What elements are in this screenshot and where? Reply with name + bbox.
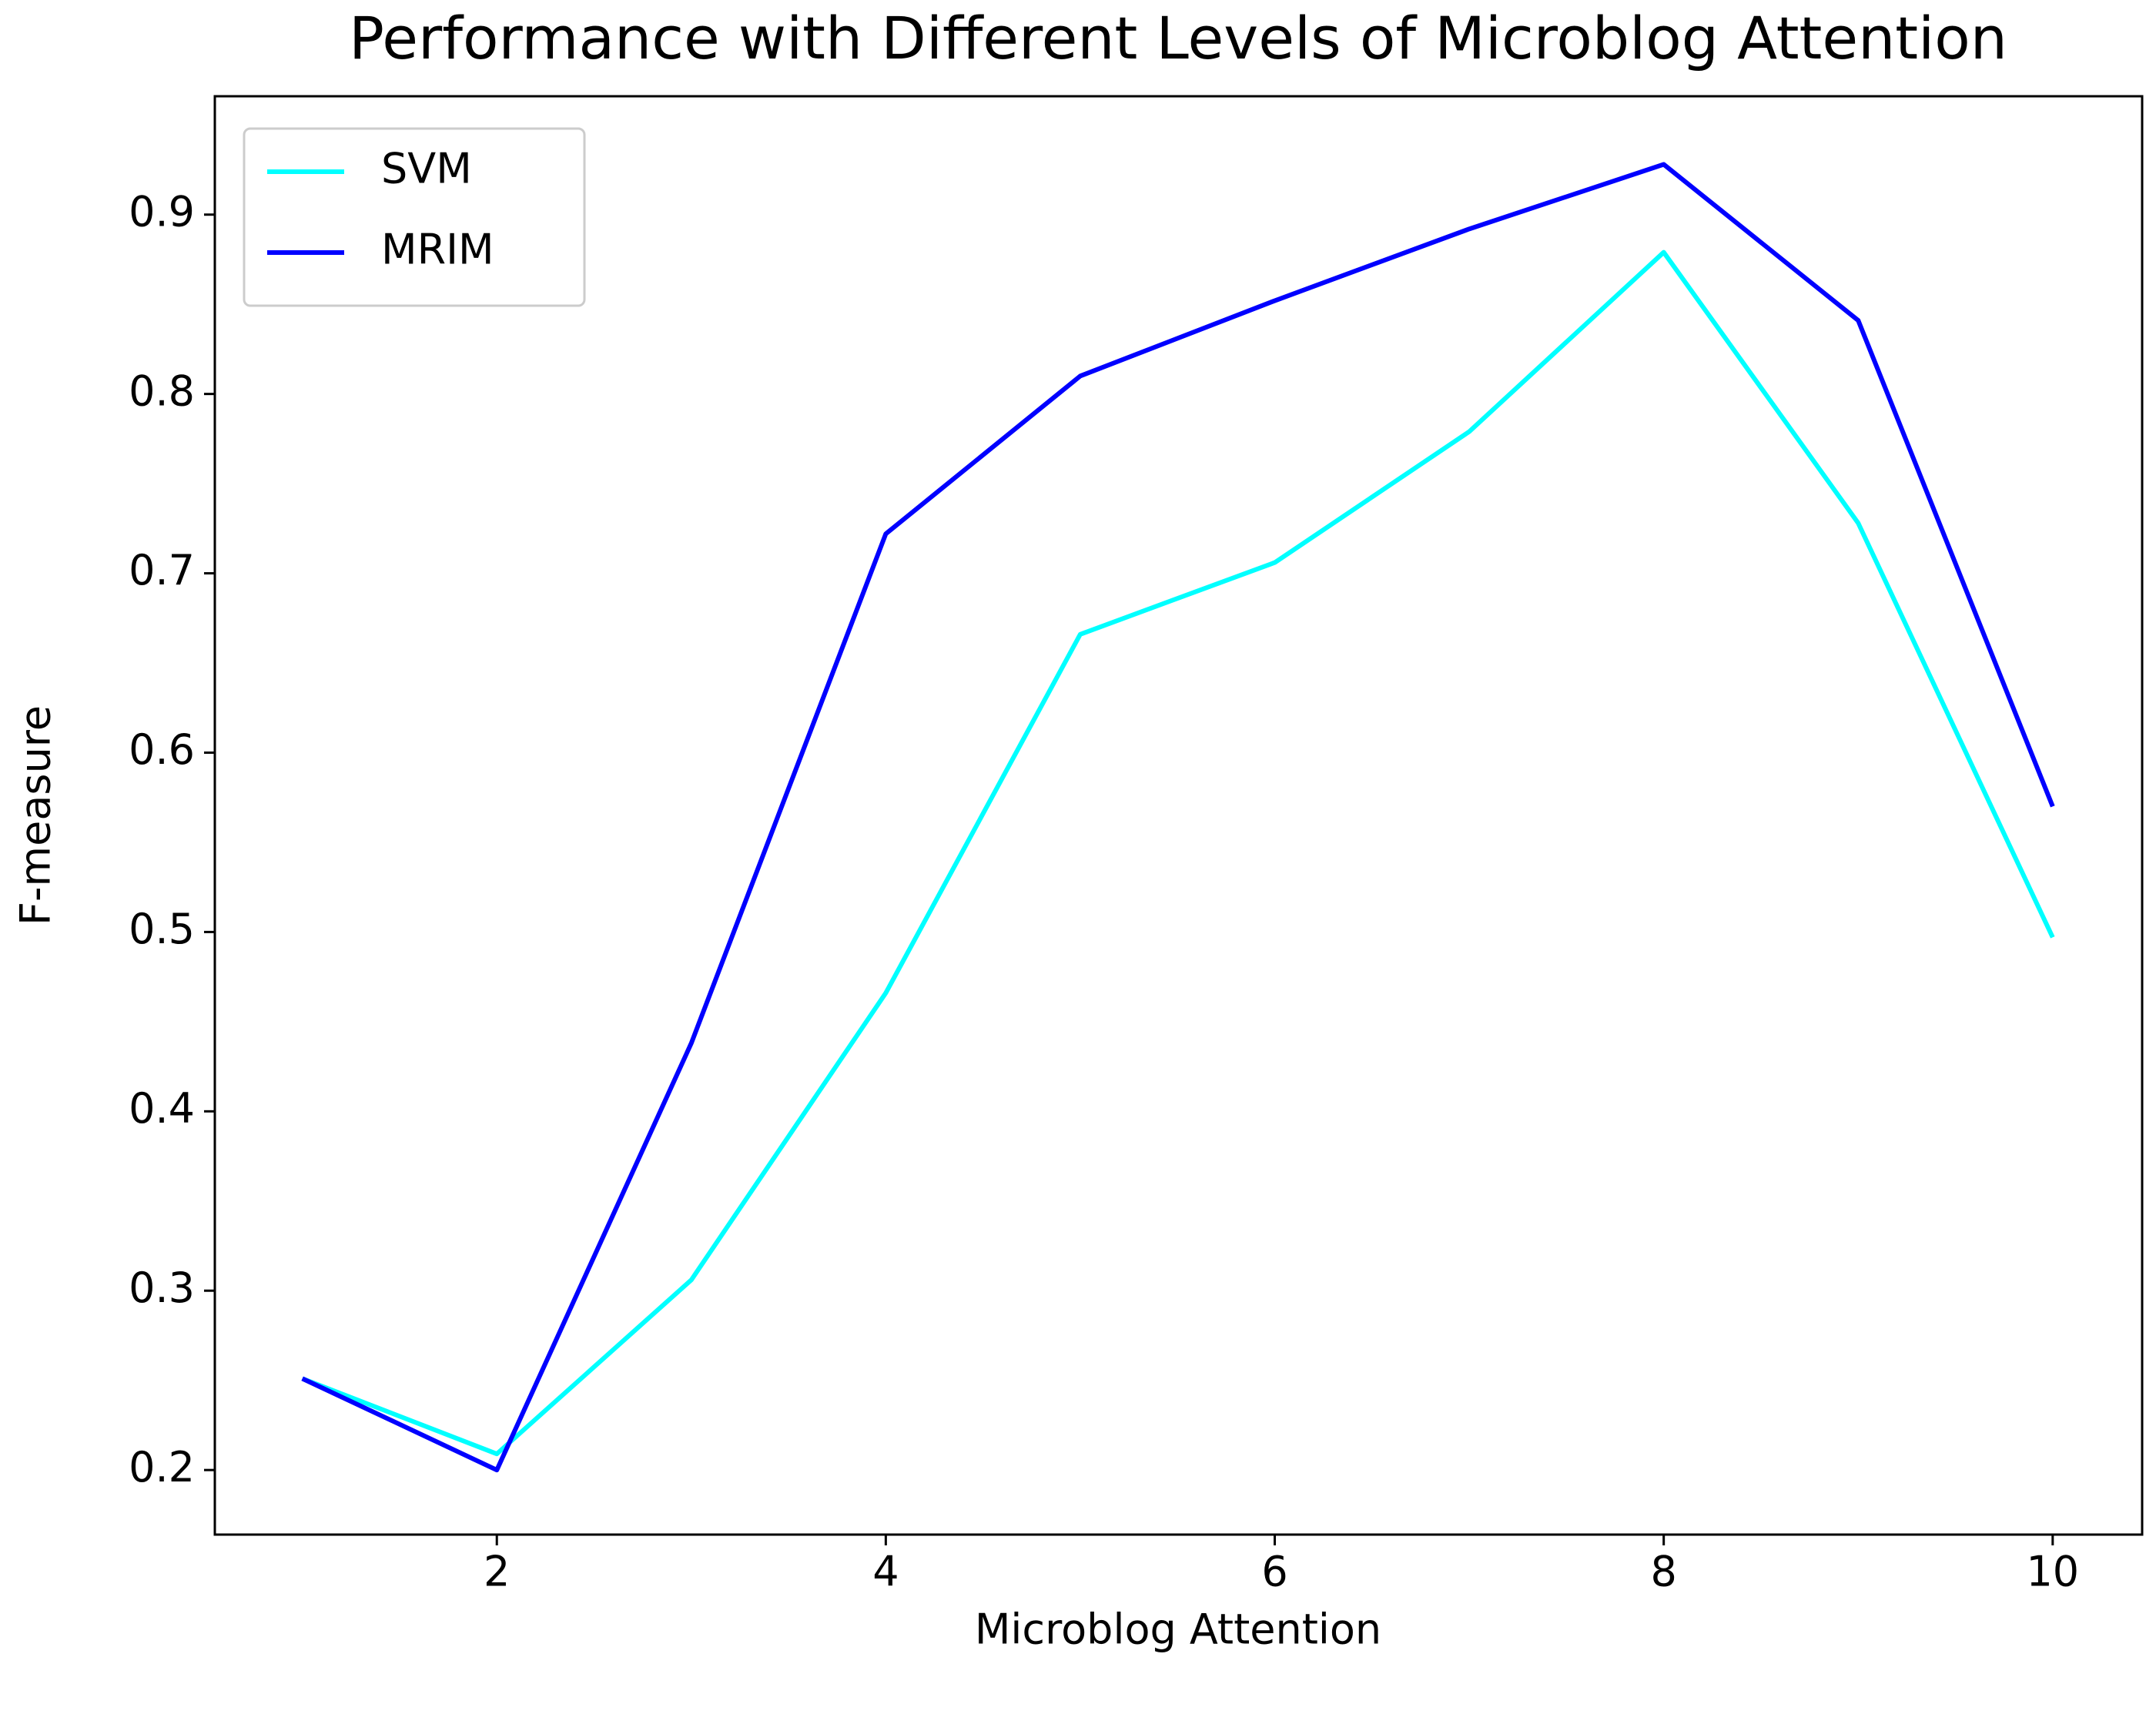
legend-label: SVM: [381, 145, 472, 193]
y-tick-label: 0.4: [129, 1084, 195, 1133]
y-tick-label: 0.9: [129, 187, 195, 236]
y-tick-label: 0.5: [129, 905, 195, 953]
y-tick-label: 0.6: [129, 725, 195, 774]
series-line: [301, 249, 2055, 1457]
x-axis-label: Microblog Attention: [975, 1605, 1381, 1654]
y-tick-label: 0.7: [129, 546, 195, 594]
series-line: [301, 162, 2055, 1473]
y-tick-label: 0.2: [129, 1443, 195, 1491]
legend-label: MRIM: [381, 226, 494, 274]
y-axis-label: F-measure: [12, 705, 60, 926]
x-tick-label: 4: [872, 1548, 899, 1596]
plot-frame: [213, 95, 2144, 1536]
y-tick-label: 0.8: [129, 367, 195, 415]
x-tick-label: 10: [2026, 1548, 2079, 1596]
x-tick-label: 6: [1261, 1548, 1287, 1596]
chart-title: Performance with Different Levels of Mic…: [349, 4, 2007, 72]
x-tick-label: 8: [1650, 1548, 1676, 1596]
x-tick-label: 2: [484, 1548, 510, 1596]
y-tick-label: 0.3: [129, 1264, 195, 1312]
